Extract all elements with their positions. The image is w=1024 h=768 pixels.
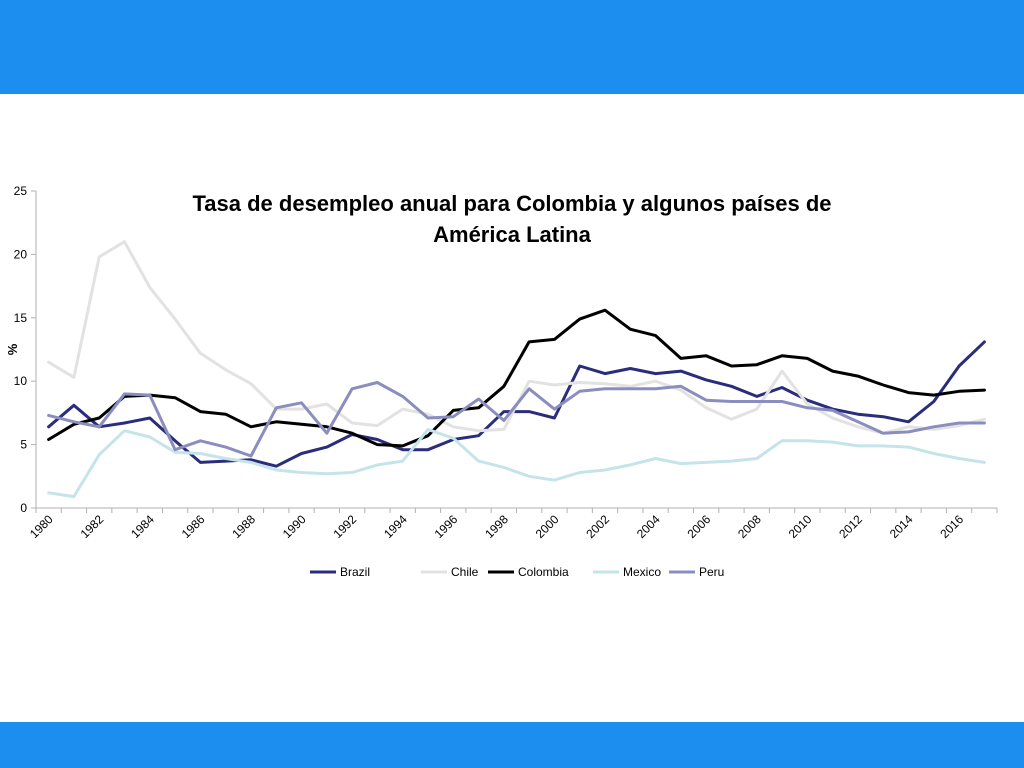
series-line-colombia	[47, 308, 986, 448]
series-line-brazil	[47, 340, 986, 468]
x-tick-label: 2002	[583, 512, 612, 541]
legend-label-colombia: Colombia	[518, 565, 569, 579]
x-tick-label: 1998	[482, 512, 511, 541]
x-tick-label: 1990	[280, 512, 309, 541]
x-tick-label: 1982	[78, 512, 107, 541]
unemployment-chart: Tasa de desempleo anual para Colombia y …	[5, 184, 998, 579]
series-line-peru	[47, 381, 986, 458]
legend-label-brazil: Brazil	[340, 565, 370, 579]
y-tick-label: 25	[14, 184, 28, 198]
y-tick-label: 20	[14, 247, 28, 261]
series-lines	[47, 240, 986, 499]
x-tick-label: 1996	[432, 512, 461, 541]
y-tick-label: 10	[14, 374, 28, 388]
legend-label-peru: Peru	[699, 565, 724, 579]
x-tick-label: 1984	[128, 512, 157, 541]
legend: Brazil Chile Colombia Mexico Peru	[310, 565, 724, 579]
y-axis: 0 5 10 15 20 25%	[5, 184, 37, 515]
legend-label-chile: Chile	[451, 565, 479, 579]
x-axis: 1980 1982 1984 1986 1988 1990 1992 1994 1996 1998…	[27, 507, 998, 541]
x-tick-label: 2008	[735, 512, 764, 541]
x-tick-label: 2016	[937, 512, 966, 541]
x-tick-label: 2004	[634, 512, 663, 541]
chart-title-line: Tasa de desempleo anual para Colombia y …	[192, 191, 831, 216]
x-tick-label: 2006	[685, 512, 714, 541]
y-tick-label: 5	[20, 438, 27, 452]
y-tick-label: 15	[14, 311, 28, 325]
x-tick-label: 1994	[381, 512, 410, 541]
x-tick-label: 1986	[179, 512, 208, 541]
y-axis-label: %	[5, 343, 20, 355]
x-tick-label: 2010	[786, 512, 815, 541]
x-tick-label: 2012	[836, 512, 865, 541]
top-banner	[0, 0, 1024, 94]
x-tick-label: 2014	[887, 512, 916, 541]
x-tick-label: 1980	[27, 512, 56, 541]
x-tick-label: 1992	[330, 512, 359, 541]
chart-title: Tasa de desempleo anual para Colombia y …	[192, 191, 831, 247]
x-tick-label: 2000	[533, 512, 562, 541]
series-line-mexico	[47, 427, 986, 499]
legend-label-mexico: Mexico	[623, 565, 661, 579]
chart-title-line: América Latina	[433, 222, 591, 247]
y-tick-label: 0	[20, 501, 27, 515]
x-tick-label: 1988	[229, 512, 258, 541]
bottom-banner	[0, 722, 1024, 768]
